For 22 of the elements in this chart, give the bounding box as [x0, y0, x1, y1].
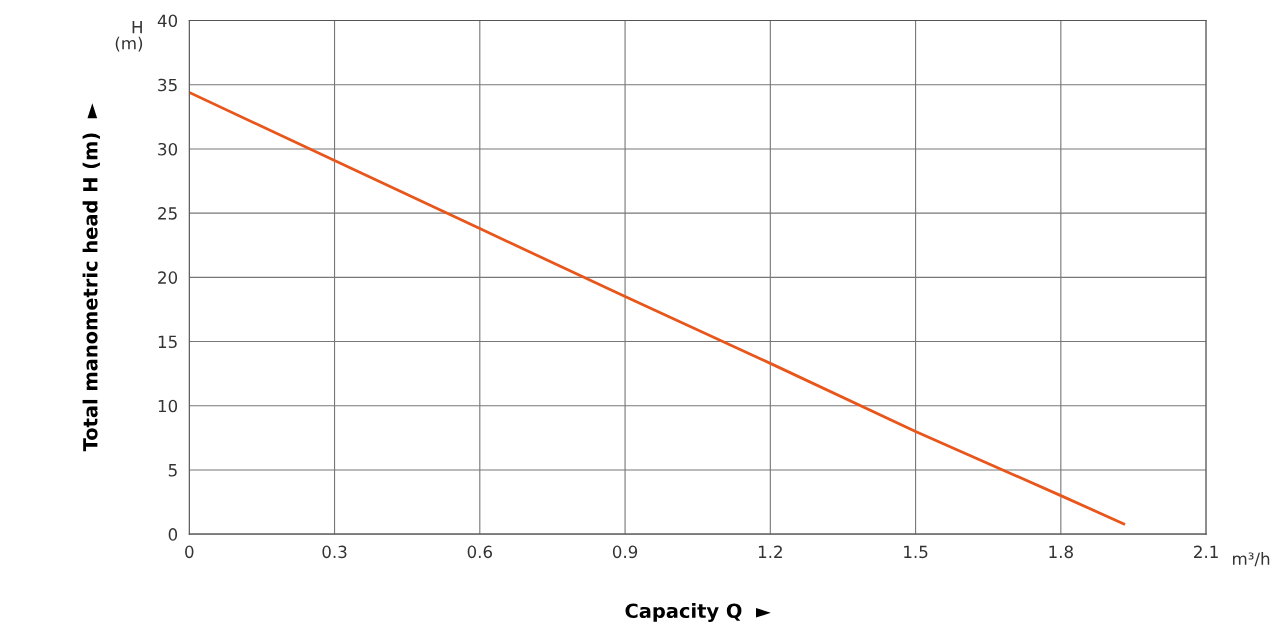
x-tick-label: 0.3 [322, 545, 347, 559]
y-tick-label: 5 [168, 464, 177, 477]
x-tick-label: 1.2 [758, 545, 782, 558]
x-tick-label: 0.6 [467, 545, 493, 559]
y-tick-label: 40 [157, 14, 178, 28]
y-tick-label: 25 [158, 207, 177, 220]
text: H (m) [115, 21, 143, 52]
y-tick-label: 30 [158, 142, 178, 156]
x-tick-label: 1.5 [904, 545, 928, 559]
y-tick-label: 20 [158, 271, 178, 284]
y-tick-label: 0 [168, 528, 178, 541]
y-tick-label: 15 [158, 335, 177, 349]
x-tick-label: 1.8 [1049, 545, 1073, 559]
line-series [189, 91, 1126, 526]
x-axis-title: Capacity Q ► [625, 603, 771, 623]
x-tick-label: 0.9 [612, 545, 638, 559]
x-tick-label: 0 [185, 545, 194, 559]
y-tick-label: 10 [158, 399, 178, 413]
x-tick-label: 2.1 [1194, 545, 1218, 558]
y-axis-title: Total manometric head H (m) ► [82, 103, 100, 452]
text: m³/h [1233, 552, 1270, 567]
y-tick-label: 35 [158, 78, 177, 92]
